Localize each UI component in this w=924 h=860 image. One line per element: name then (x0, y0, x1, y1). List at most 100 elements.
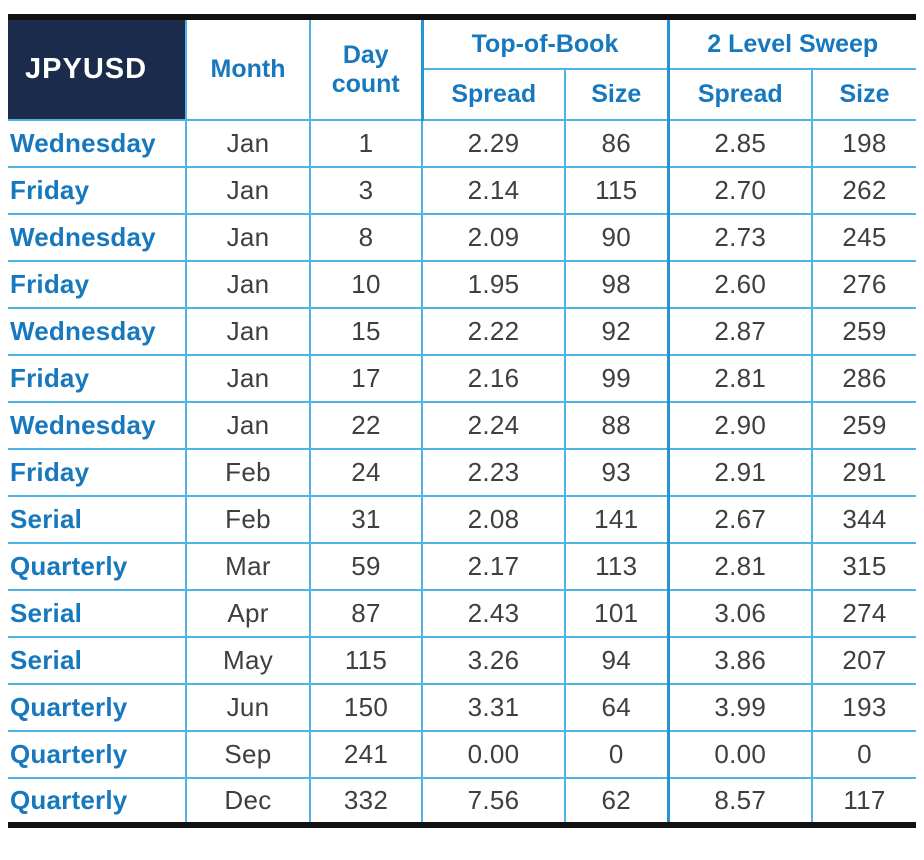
cell-tob-size: 90 (564, 213, 669, 262)
column-header-month: Month (185, 16, 311, 121)
jpyusd-liquidity-table: JPYUSD Month Day count Top-of-Book 2 Lev… (8, 14, 916, 828)
cell-sweep-size: 276 (811, 260, 916, 309)
cell-sweep-size: 262 (811, 166, 916, 215)
cell-tob-spread: 2.09 (421, 213, 566, 262)
column-header-tob-size: Size (564, 68, 669, 121)
cell-sweep-size: 286 (811, 354, 916, 403)
cell-month: Jan (185, 354, 311, 403)
table-row: Quarterly Dec 332 7.56 62 8.57 117 (8, 777, 916, 826)
cell-tob-size: 0 (564, 730, 669, 779)
cell-contract-type: Wednesday (8, 119, 187, 168)
cell-contract-type: Quarterly (8, 730, 187, 779)
cell-day-count: 31 (309, 495, 423, 544)
cell-contract-type: Friday (8, 448, 187, 497)
cell-tob-spread: 1.95 (421, 260, 566, 309)
column-header-sweep-size: Size (811, 68, 916, 121)
cell-day-count: 15 (309, 307, 423, 356)
table-row: Friday Jan 17 2.16 99 2.81 286 (8, 354, 916, 403)
cell-tob-spread: 2.29 (421, 119, 566, 168)
column-header-day-count: Day count (309, 16, 423, 121)
cell-contract-type: Wednesday (8, 307, 187, 356)
table-row: Wednesday Jan 22 2.24 88 2.90 259 (8, 401, 916, 450)
table-row: Friday Jan 3 2.14 115 2.70 262 (8, 166, 916, 215)
cell-month: Feb (185, 448, 311, 497)
cell-sweep-size: 274 (811, 589, 916, 638)
column-header-sweep-spread: Spread (666, 68, 813, 121)
table-row: Friday Feb 24 2.23 93 2.91 291 (8, 448, 916, 497)
cell-day-count: 22 (309, 401, 423, 450)
cell-tob-size: 115 (564, 166, 669, 215)
cell-sweep-spread: 0.00 (666, 730, 813, 779)
cell-sweep-spread: 2.81 (666, 354, 813, 403)
cell-month: Jan (185, 401, 311, 450)
cell-contract-type: Serial (8, 589, 187, 638)
cell-contract-type: Quarterly (8, 683, 187, 732)
cell-month: May (185, 636, 311, 685)
column-header-tob-spread: Spread (420, 68, 566, 121)
cell-tob-size: 62 (564, 777, 669, 826)
cell-tob-spread: 2.17 (421, 542, 566, 591)
cell-tob-spread: 2.43 (421, 589, 566, 638)
cell-day-count: 59 (309, 542, 423, 591)
cell-month: Apr (185, 589, 311, 638)
cell-month: Jan (185, 260, 311, 309)
cell-month: Mar (185, 542, 311, 591)
table-row: Friday Jan 10 1.95 98 2.60 276 (8, 260, 916, 309)
cell-sweep-spread: 2.73 (666, 213, 813, 262)
cell-contract-type: Wednesday (8, 213, 187, 262)
cell-tob-spread: 2.16 (421, 354, 566, 403)
cell-tob-size: 94 (564, 636, 669, 685)
cell-contract-type: Serial (8, 495, 187, 544)
cell-month: Jun (185, 683, 311, 732)
table-row: Serial Feb 31 2.08 141 2.67 344 (8, 495, 916, 544)
instrument-label: JPYUSD (8, 16, 187, 121)
cell-sweep-spread: 2.85 (666, 119, 813, 168)
table-body: Wednesday Jan 1 2.29 86 2.85 198 Friday Jan 3 2.14… (8, 119, 916, 826)
cell-tob-size: 88 (564, 401, 669, 450)
cell-month: Jan (185, 166, 311, 215)
cell-tob-size: 113 (564, 542, 669, 591)
table-row: Quarterly Jun 150 3.31 64 3.99 193 (8, 683, 916, 732)
cell-tob-spread: 2.14 (421, 166, 566, 215)
cell-tob-spread: 2.24 (421, 401, 566, 450)
cell-tob-size: 101 (564, 589, 669, 638)
cell-tob-size: 86 (564, 119, 669, 168)
cell-day-count: 241 (309, 730, 423, 779)
cell-sweep-size: 117 (811, 777, 916, 826)
cell-month: Jan (185, 119, 311, 168)
cell-month: Dec (185, 777, 311, 826)
cell-sweep-size: 245 (811, 213, 916, 262)
cell-sweep-size: 259 (811, 401, 916, 450)
cell-tob-size: 98 (564, 260, 669, 309)
cell-tob-size: 93 (564, 448, 669, 497)
page: JPYUSD Month Day count Top-of-Book 2 Lev… (8, 14, 916, 828)
column-group-top-of-book: Top-of-Book (420, 16, 669, 70)
cell-sweep-spread: 3.06 (666, 589, 813, 638)
cell-tob-spread: 3.26 (421, 636, 566, 685)
cell-sweep-spread: 2.67 (666, 495, 813, 544)
table-row: Wednesday Jan 1 2.29 86 2.85 198 (8, 119, 916, 168)
table-row: Serial Apr 87 2.43 101 3.06 274 (8, 589, 916, 638)
cell-tob-size: 99 (564, 354, 669, 403)
table-row: Wednesday Jan 8 2.09 90 2.73 245 (8, 213, 916, 262)
cell-sweep-spread: 2.60 (666, 260, 813, 309)
cell-sweep-spread: 2.70 (666, 166, 813, 215)
table-row: Quarterly Sep 241 0.00 0 0.00 0 (8, 730, 916, 779)
cell-contract-type: Friday (8, 260, 187, 309)
cell-month: Jan (185, 307, 311, 356)
cell-day-count: 1 (309, 119, 423, 168)
header-group-row: JPYUSD Month Day count Top-of-Book 2 Lev… (8, 16, 916, 121)
cell-sweep-size: 198 (811, 119, 916, 168)
cell-sweep-spread: 2.87 (666, 307, 813, 356)
cell-sweep-size: 315 (811, 542, 916, 591)
cell-day-count: 115 (309, 636, 423, 685)
cell-day-count: 8 (309, 213, 423, 262)
cell-sweep-size: 0 (811, 730, 916, 779)
cell-sweep-spread: 3.99 (666, 683, 813, 732)
table-header: JPYUSD Month Day count Top-of-Book 2 Lev… (8, 16, 916, 121)
cell-sweep-spread: 2.91 (666, 448, 813, 497)
cell-sweep-size: 193 (811, 683, 916, 732)
cell-contract-type: Wednesday (8, 401, 187, 450)
cell-day-count: 3 (309, 166, 423, 215)
cell-day-count: 10 (309, 260, 423, 309)
